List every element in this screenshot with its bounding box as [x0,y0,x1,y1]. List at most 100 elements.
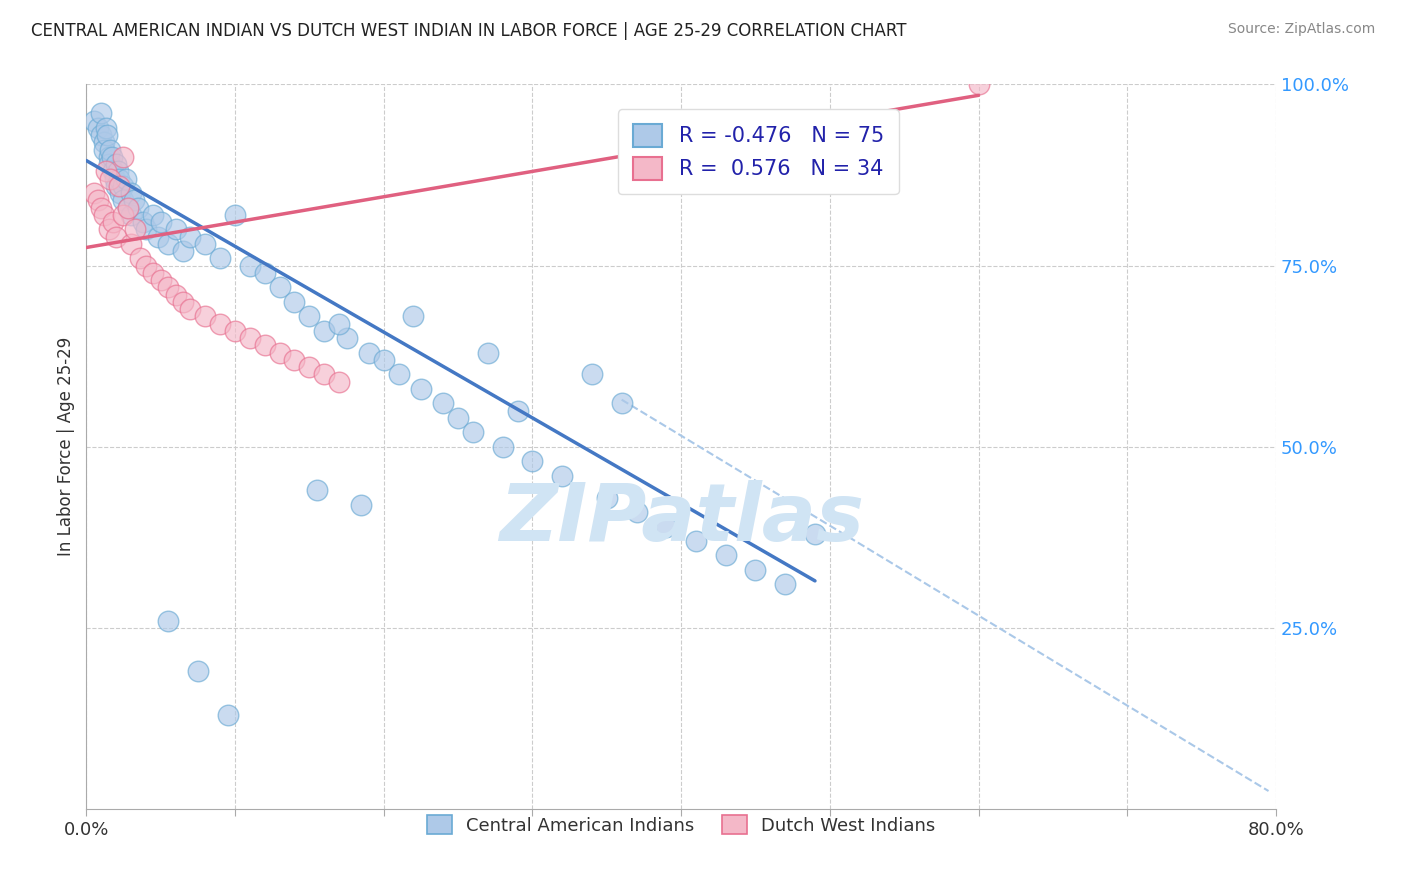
Point [112,150,135,164]
Point [97,157,120,171]
Point [685,534,707,549]
Point [112,208,135,222]
Point [194,310,217,324]
Point [506,403,529,417]
Point [224,324,246,338]
Point [157,614,180,628]
Point [447,410,470,425]
Point [132,215,155,229]
Point [328,375,350,389]
Point [146,229,169,244]
Point [773,577,796,591]
Point [98,143,121,157]
Point [283,352,305,367]
Point [101,215,124,229]
Point [350,498,373,512]
Point [120,208,142,222]
Point [596,491,619,505]
Point [135,259,157,273]
Point [314,368,336,382]
Point [461,425,484,440]
Point [387,368,409,382]
Point [90,201,112,215]
Point [610,396,633,410]
Point [402,310,425,324]
Point [122,194,145,208]
Point [124,222,146,236]
Point [108,171,131,186]
Point [120,236,142,251]
Point [108,178,131,193]
Point [157,280,180,294]
Point [409,382,432,396]
Point [93,208,115,222]
Y-axis label: In Labor Force | Age 25-29: In Labor Force | Age 25-29 [58,337,75,557]
Point [128,252,150,266]
Point [194,236,217,251]
Point [239,259,262,273]
Point [101,164,124,178]
Point [98,171,121,186]
Point [142,208,165,222]
Point [107,164,129,178]
Point [269,280,291,294]
Point [187,665,209,679]
Point [209,252,232,266]
Text: ZIPatlas: ZIPatlas [499,480,863,558]
Point [357,345,380,359]
Point [551,468,574,483]
Point [90,128,112,143]
Point [432,396,454,410]
Point [87,194,110,208]
Point [120,186,142,201]
Point [239,331,262,345]
Point [105,229,128,244]
Point [179,229,201,244]
Text: Source: ZipAtlas.com: Source: ZipAtlas.com [1227,22,1375,37]
Point [149,215,172,229]
Point [335,331,357,345]
Point [253,338,276,352]
Point [581,368,603,382]
Point [314,324,336,338]
Point [165,222,187,236]
Point [96,128,118,143]
Point [117,201,139,215]
Point [83,186,105,201]
Point [94,120,117,135]
Point [179,302,201,317]
Point [115,171,138,186]
Point [93,136,115,150]
Point [714,549,737,563]
Point [83,113,105,128]
Point [328,317,350,331]
Point [269,345,291,359]
Point [149,273,172,287]
Point [97,222,120,236]
Point [522,454,544,468]
Point [626,505,648,519]
Point [112,194,135,208]
Point [172,294,194,309]
Point [97,150,120,164]
Point [135,222,157,236]
Point [103,171,125,186]
Point [744,563,766,577]
Point [105,178,128,193]
Point [253,266,276,280]
Point [967,78,990,92]
Point [142,266,165,280]
Point [110,186,132,201]
Point [298,360,321,375]
Point [100,150,122,164]
Point [117,201,139,215]
Point [127,201,149,215]
Point [217,707,239,722]
Point [298,310,321,324]
Point [87,120,110,135]
Point [157,236,180,251]
Point [477,345,499,359]
Point [305,483,328,498]
Point [283,294,305,309]
Point [373,352,395,367]
